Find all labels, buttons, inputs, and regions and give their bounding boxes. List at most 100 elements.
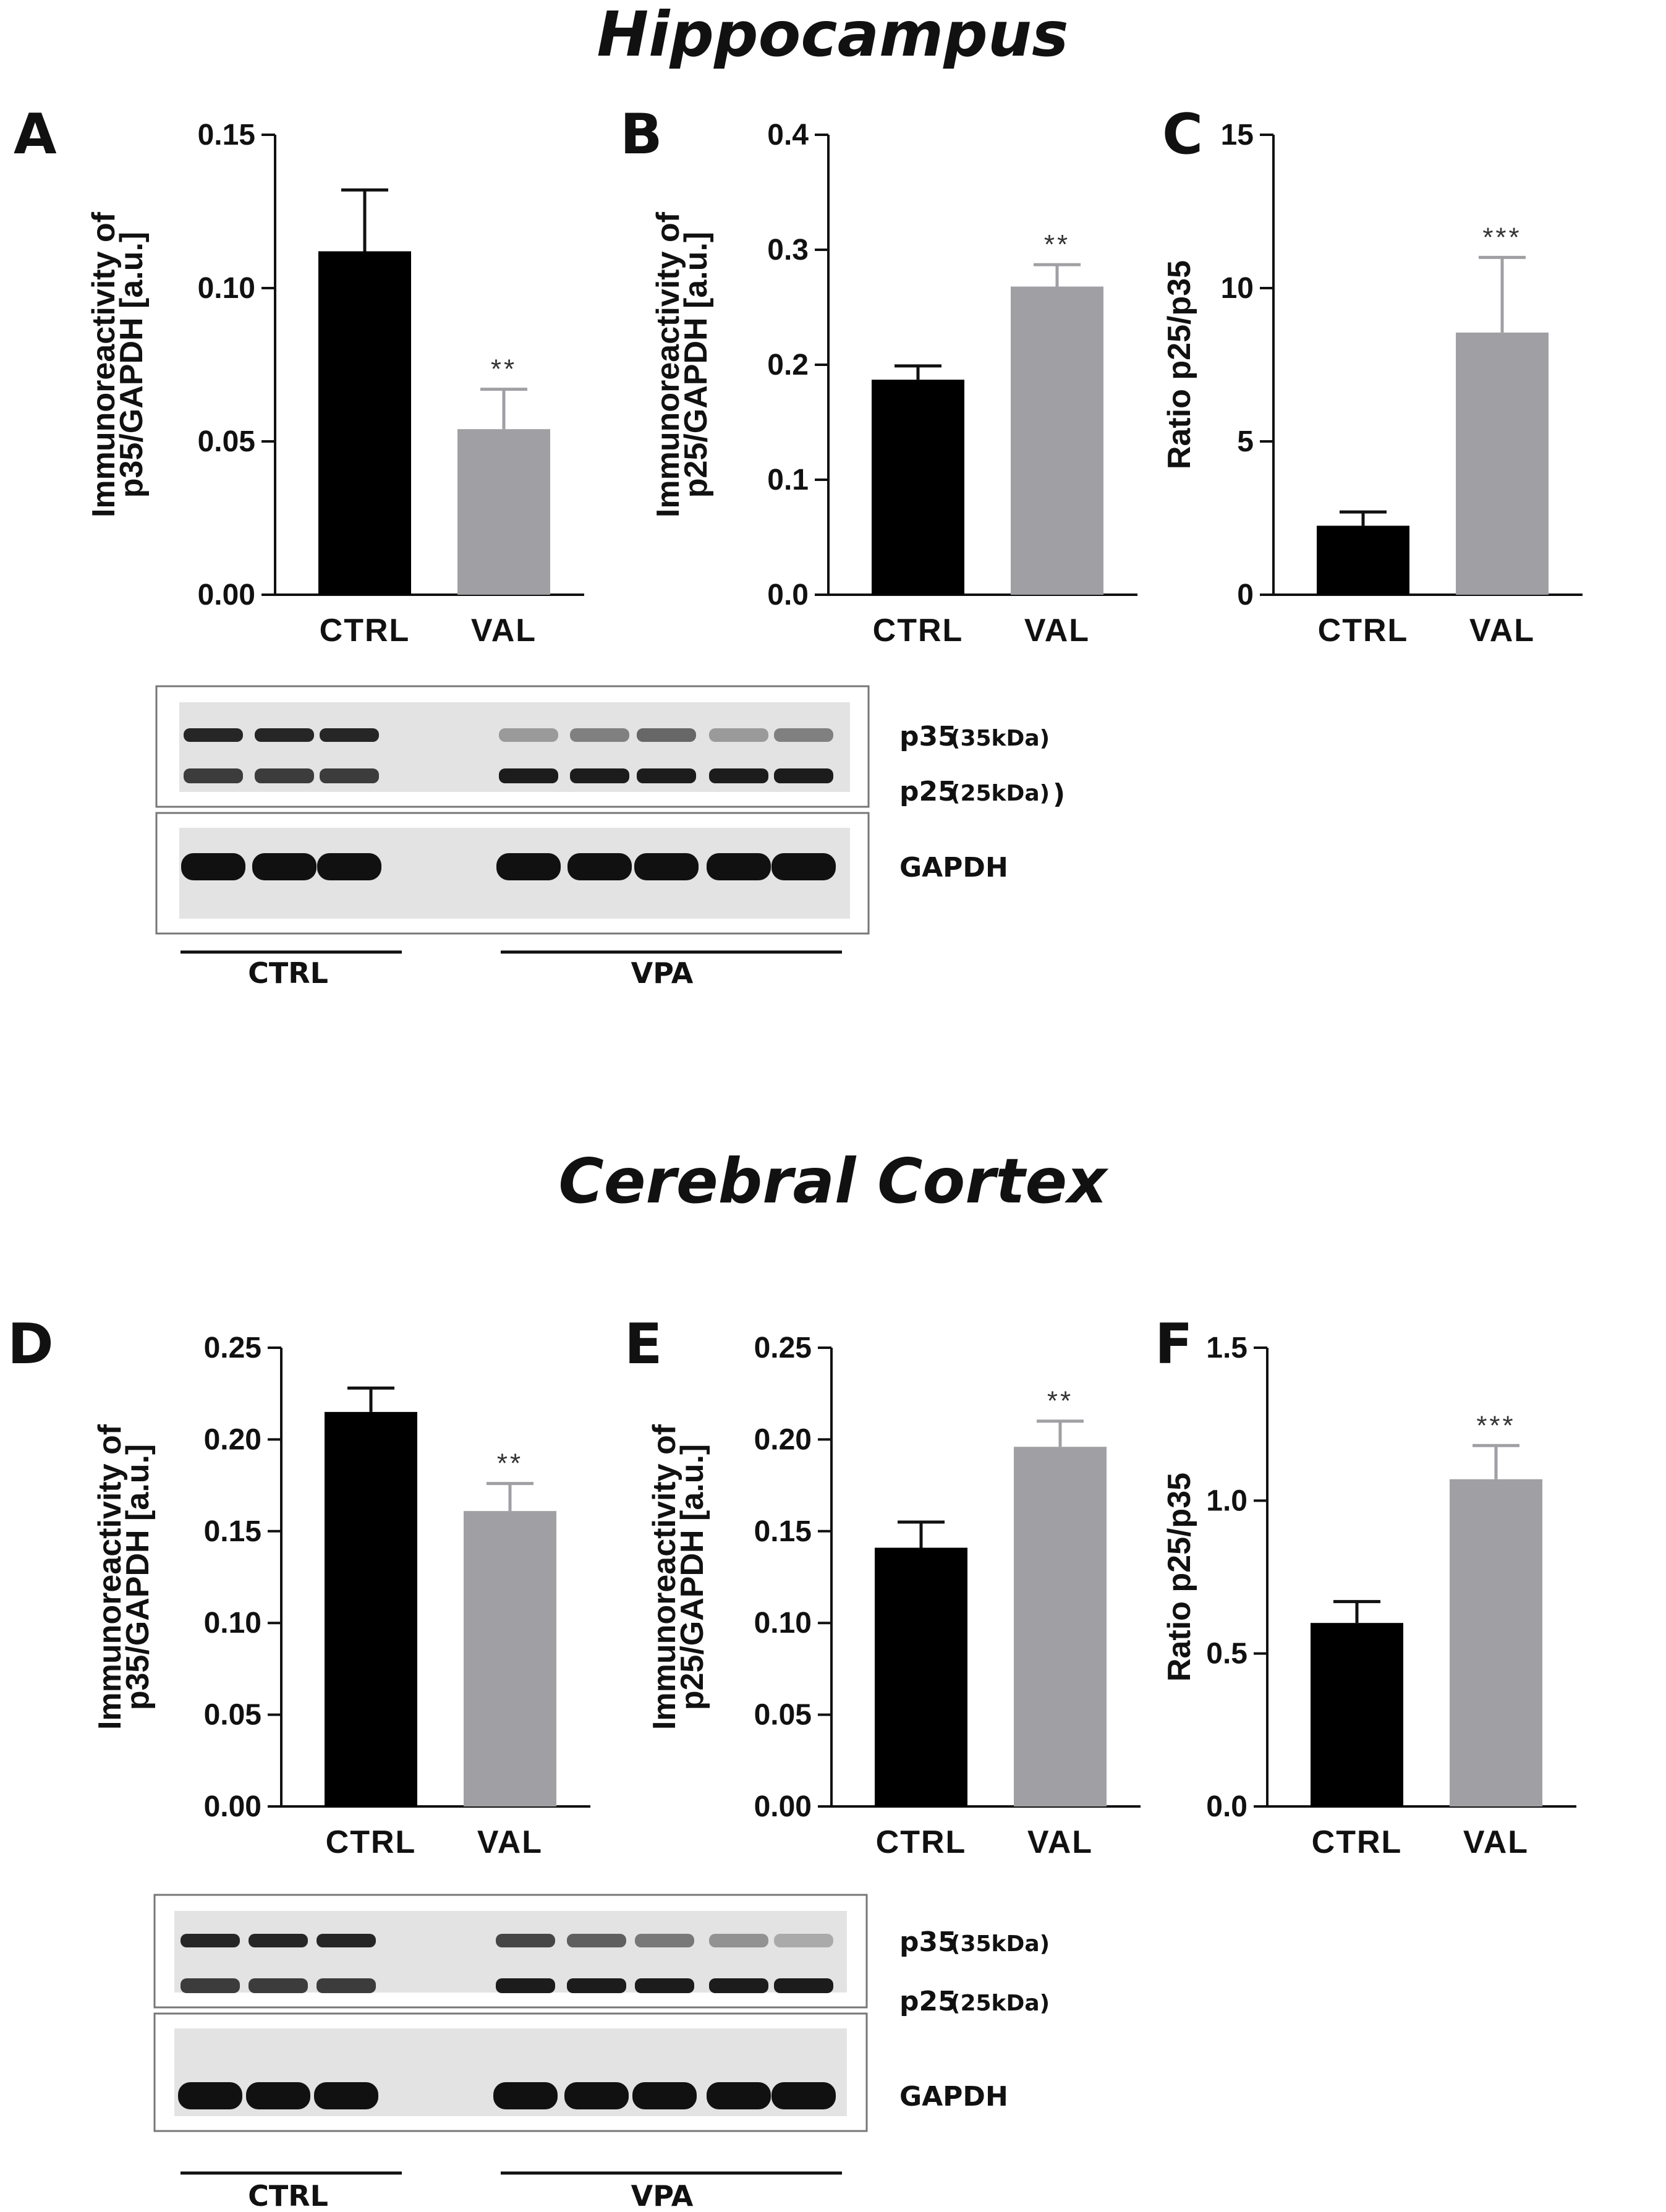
gapdh-band (634, 853, 699, 880)
p35-band (709, 1934, 768, 1947)
x-category-label: VAL (471, 613, 537, 649)
y-axis-label: Immunoreactivity of (647, 1424, 682, 1730)
y-tick-label: 0 (1237, 579, 1254, 611)
hippocampus-title: Hippocampus (597, 0, 1068, 70)
p35-band (635, 1934, 694, 1947)
gapdh-band (771, 853, 836, 880)
chart-panel-f: F 0.0 0.5 1.0 1.5 Ratio p25/p35 CTRL VAL *** (1155, 1312, 1576, 1860)
y-axis-label: p25/GAPDH [a.u.] (678, 232, 714, 498)
p35-band (317, 1934, 376, 1947)
y-tick-label: 0.2 (767, 349, 809, 381)
y-tick-label: 1.5 (1206, 1332, 1247, 1364)
panel-letter-a: A (14, 102, 57, 167)
y-tick-label: 0.10 (204, 1607, 261, 1640)
y-tick-label: 0.4 (767, 119, 809, 151)
y-axis-label: p35/GAPDH [a.u.] (120, 1444, 156, 1711)
significance-marker: ** (1047, 1386, 1073, 1416)
panel-letter-d: D (7, 1312, 54, 1377)
p25-band (255, 768, 314, 783)
y-tick-label: 0.15 (204, 1515, 261, 1548)
y-axis-label: Ratio p25/p35 (1162, 1473, 1197, 1682)
y-tick-label: 0.10 (754, 1607, 812, 1640)
bar-ctrl (318, 251, 411, 595)
p35-band (181, 1934, 240, 1947)
y-tick-label: 0.00 (204, 1790, 261, 1823)
p25-label: p25 (899, 1986, 957, 2017)
p25-band (570, 768, 629, 783)
y-tick-label: 0.25 (754, 1332, 812, 1364)
p35-label: p35 (899, 721, 957, 752)
x-category-label: CTRL (1318, 613, 1409, 649)
y-tick-label: 0.20 (754, 1423, 812, 1456)
y-tick-label: 0.5 (1206, 1638, 1247, 1670)
x-category-label: VAL (1469, 613, 1535, 649)
bar-val (457, 429, 550, 595)
significance-marker: *** (1476, 1410, 1515, 1440)
y-tick-label: 0.25 (204, 1332, 261, 1364)
y-tick-label: 0.15 (754, 1515, 812, 1548)
bar-val (1011, 286, 1103, 595)
y-axis-label: Ratio p25/p35 (1162, 260, 1197, 469)
p25-label: p25 (899, 776, 957, 807)
p35-band (774, 1934, 833, 1947)
p35-kda-label: (35kDa) (950, 1931, 1050, 1957)
bar-val (464, 1511, 556, 1806)
panel-letter-c: C (1162, 102, 1203, 167)
panel-letter-b: B (620, 102, 663, 167)
gapdh-band (178, 2082, 242, 2109)
hippocampus-blot: p35(35kDa) p25(25kDa)) GAPDH CTRL VPA (155, 685, 1065, 990)
bar-ctrl (1317, 525, 1409, 595)
bar-val (1450, 1479, 1542, 1806)
gapdh-band (707, 2082, 771, 2109)
p35-band (249, 1934, 308, 1947)
y-tick-label: 0.0 (1206, 1790, 1247, 1823)
gapdh-label: GAPDH (899, 2081, 1008, 2112)
gapdh-band (493, 2082, 558, 2109)
p35-band (320, 728, 379, 742)
p25-band (496, 1978, 555, 1993)
vpa-group-label: VPA (631, 956, 694, 990)
p25-band (709, 768, 768, 783)
gapdh-band (567, 853, 632, 880)
significance-marker: *** (1482, 222, 1521, 252)
p35-band (570, 728, 629, 742)
gapdh-label: GAPDH (899, 852, 1008, 883)
x-category-label: VAL (477, 1824, 543, 1860)
bar-val (1456, 332, 1549, 595)
chart-panel-c: C 0 5 10 15 Ratio p25/p35 CTRL VAL *** (1162, 102, 1583, 649)
p25-band (181, 1978, 240, 1993)
gapdh-band (317, 853, 381, 880)
significance-marker: ** (491, 354, 517, 385)
y-axis-label: Immunoreactivity of (650, 211, 686, 517)
y-tick-label: 15 (1221, 119, 1254, 151)
y-axis-label: p25/GAPDH [a.u.] (674, 1444, 710, 1711)
p35-band (255, 728, 314, 742)
bar-val (1014, 1447, 1107, 1806)
y-axis-label: p35/GAPDH [a.u.] (114, 232, 150, 498)
bar-ctrl (325, 1411, 417, 1806)
y-tick-label: 0.05 (754, 1699, 812, 1732)
p35-band (184, 728, 243, 742)
x-category-label: CTRL (873, 613, 964, 649)
p25-band (567, 1978, 626, 1993)
chart-panel-b: B 0.0 0.1 0.2 0.3 0.4 Immunoreactivity ofp25/G… (620, 102, 1137, 649)
p25-band (774, 1978, 833, 1993)
gapdh-band (252, 853, 317, 880)
gapdh-band (564, 2082, 629, 2109)
panel-letter-e: E (624, 1312, 662, 1377)
y-tick-label: 5 (1237, 425, 1254, 458)
x-category-label: VAL (1027, 1824, 1093, 1860)
y-axis-label: Immunoreactivity of (86, 211, 122, 517)
p25-band (709, 1978, 768, 1993)
y-tick-label: 1.0 (1206, 1484, 1247, 1517)
gapdh-band (707, 853, 771, 880)
y-tick-label: 0.20 (204, 1423, 261, 1456)
y-tick-label: 0.05 (198, 425, 255, 458)
bar-ctrl (872, 380, 964, 595)
p25-band (774, 768, 833, 783)
p25-band (184, 768, 243, 783)
p35-label: p35 (899, 1926, 957, 1958)
